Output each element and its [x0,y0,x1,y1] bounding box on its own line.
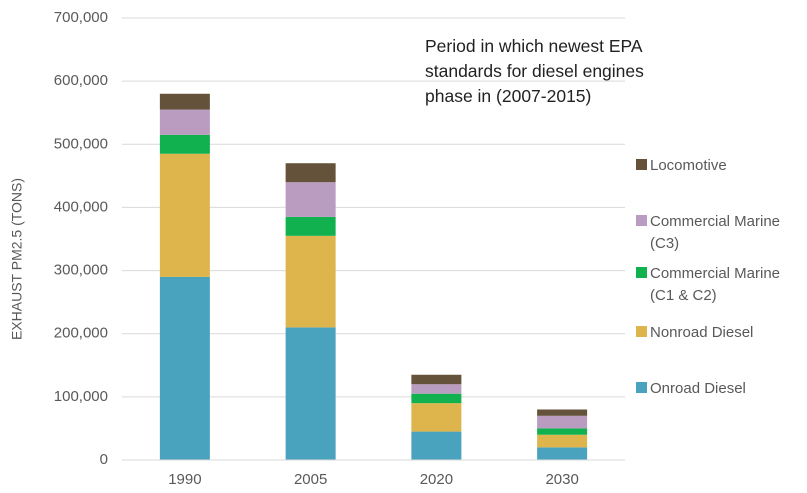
bar-segment [537,409,588,416]
legend-swatch [636,267,647,278]
x-tick-label: 2005 [294,471,327,488]
bar-segment [411,393,462,404]
x-tick-label: 2020 [420,471,453,488]
y-tick-label: 100,000 [54,388,108,405]
bar-segment [537,434,588,448]
y-tick-label: 300,000 [54,262,108,279]
bar-segment [537,447,588,460]
legend-swatch [636,215,647,226]
legend-label: Commercial Marine (C1 & C2) [650,265,781,304]
bar-segment [411,374,462,385]
bar-segment [159,93,210,110]
bar-segment [285,327,336,460]
legend-label: Commercial Marine (C3) [650,213,781,252]
legend-item: Commercial Marine (C3) [636,211,806,252]
y-tick-label: 600,000 [54,72,108,89]
bar-segment [537,415,588,429]
bar-segment [285,163,336,183]
legend-swatch [636,326,647,337]
bar-segment [411,431,462,460]
legend-item: Onroad Diesel [636,378,806,400]
x-tick-label: 2030 [545,471,578,488]
y-tick-label: 200,000 [54,325,108,342]
legend-label: Locomotive [650,157,727,174]
bar-segment [285,216,336,236]
x-tick-label: 1990 [168,471,201,488]
bar-segment [411,384,462,394]
legend-label: Onroad Diesel [650,380,746,397]
bar-segment [159,134,210,154]
bar-segment [159,153,210,277]
y-tick-label: 700,000 [54,9,108,26]
bar-segment [537,428,588,435]
bar-segment [159,109,210,135]
legend-item: Nonroad Diesel [636,322,806,344]
legend-swatch [636,382,647,393]
y-tick-label: 500,000 [54,135,108,152]
y-tick-label: 400,000 [54,198,108,215]
bar-segment [285,235,336,328]
bar-segment [285,182,336,217]
bar-segment [411,403,462,432]
bar-segment [159,276,210,460]
legend-label: Nonroad Diesel [650,324,754,341]
y-axis-label: EXHAUST PM2.5 (TONS) [9,178,25,340]
legend-item: Commercial Marine (C1 & C2) [636,263,806,304]
legend-item: Locomotive [636,155,806,177]
y-tick-label: 0 [100,451,108,468]
legend-swatch [636,159,647,170]
annotation: Period in which newest EPA standards for… [425,36,644,106]
